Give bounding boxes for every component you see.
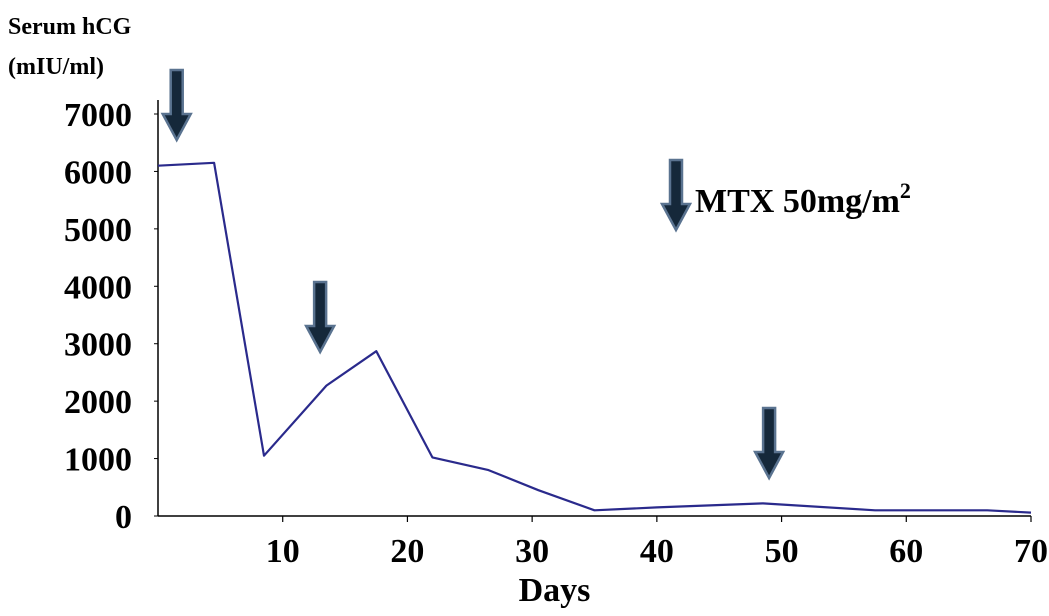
legend-down-arrow-icon xyxy=(659,158,693,233)
series-group xyxy=(157,161,1032,514)
series-line xyxy=(157,161,1032,514)
y-tick-label: 0 xyxy=(115,499,132,536)
x-tick-label: 60 xyxy=(889,533,923,570)
x-tick-label: 30 xyxy=(515,533,549,570)
y-tick-label: 2000 xyxy=(64,384,132,421)
down-arrow-icon xyxy=(304,280,337,355)
legend-arrow-icon xyxy=(659,158,693,233)
y-tick-label: 3000 xyxy=(64,327,132,364)
y-axis-label-line-1: Serum hCG xyxy=(8,14,132,40)
x-tick-label: 40 xyxy=(640,533,674,570)
y-tick-label: 6000 xyxy=(64,154,132,191)
x-axis-label: Days xyxy=(518,572,591,609)
axes xyxy=(157,100,1031,517)
down-arrow-icon xyxy=(160,68,193,143)
y-tick-label: 5000 xyxy=(64,212,132,249)
x-tick-label: 20 xyxy=(390,533,424,570)
legend-label: MTX 50mg/m2 xyxy=(695,178,911,221)
y-tick-labels: 0 1000 2000 3000 4000 5000 6000 7000 xyxy=(64,97,158,536)
y-axis-label-line-2: (mIU/ml) xyxy=(8,54,104,80)
legend-label-superscript: 2 xyxy=(899,178,911,203)
legend-label-text: MTX 50mg/m xyxy=(695,183,900,220)
x-tick-label: 70 xyxy=(1014,533,1048,570)
x-tick-label: 10 xyxy=(266,533,300,570)
y-tick-label: 4000 xyxy=(64,269,132,306)
y-tick-label: 7000 xyxy=(64,97,132,134)
arrow-markers xyxy=(160,68,786,481)
down-arrow-icon xyxy=(753,406,786,481)
x-tick-label: 50 xyxy=(765,533,799,570)
x-tick-labels: 10 20 30 40 50 60 70 xyxy=(266,516,1048,570)
y-tick-label: 1000 xyxy=(64,442,132,479)
